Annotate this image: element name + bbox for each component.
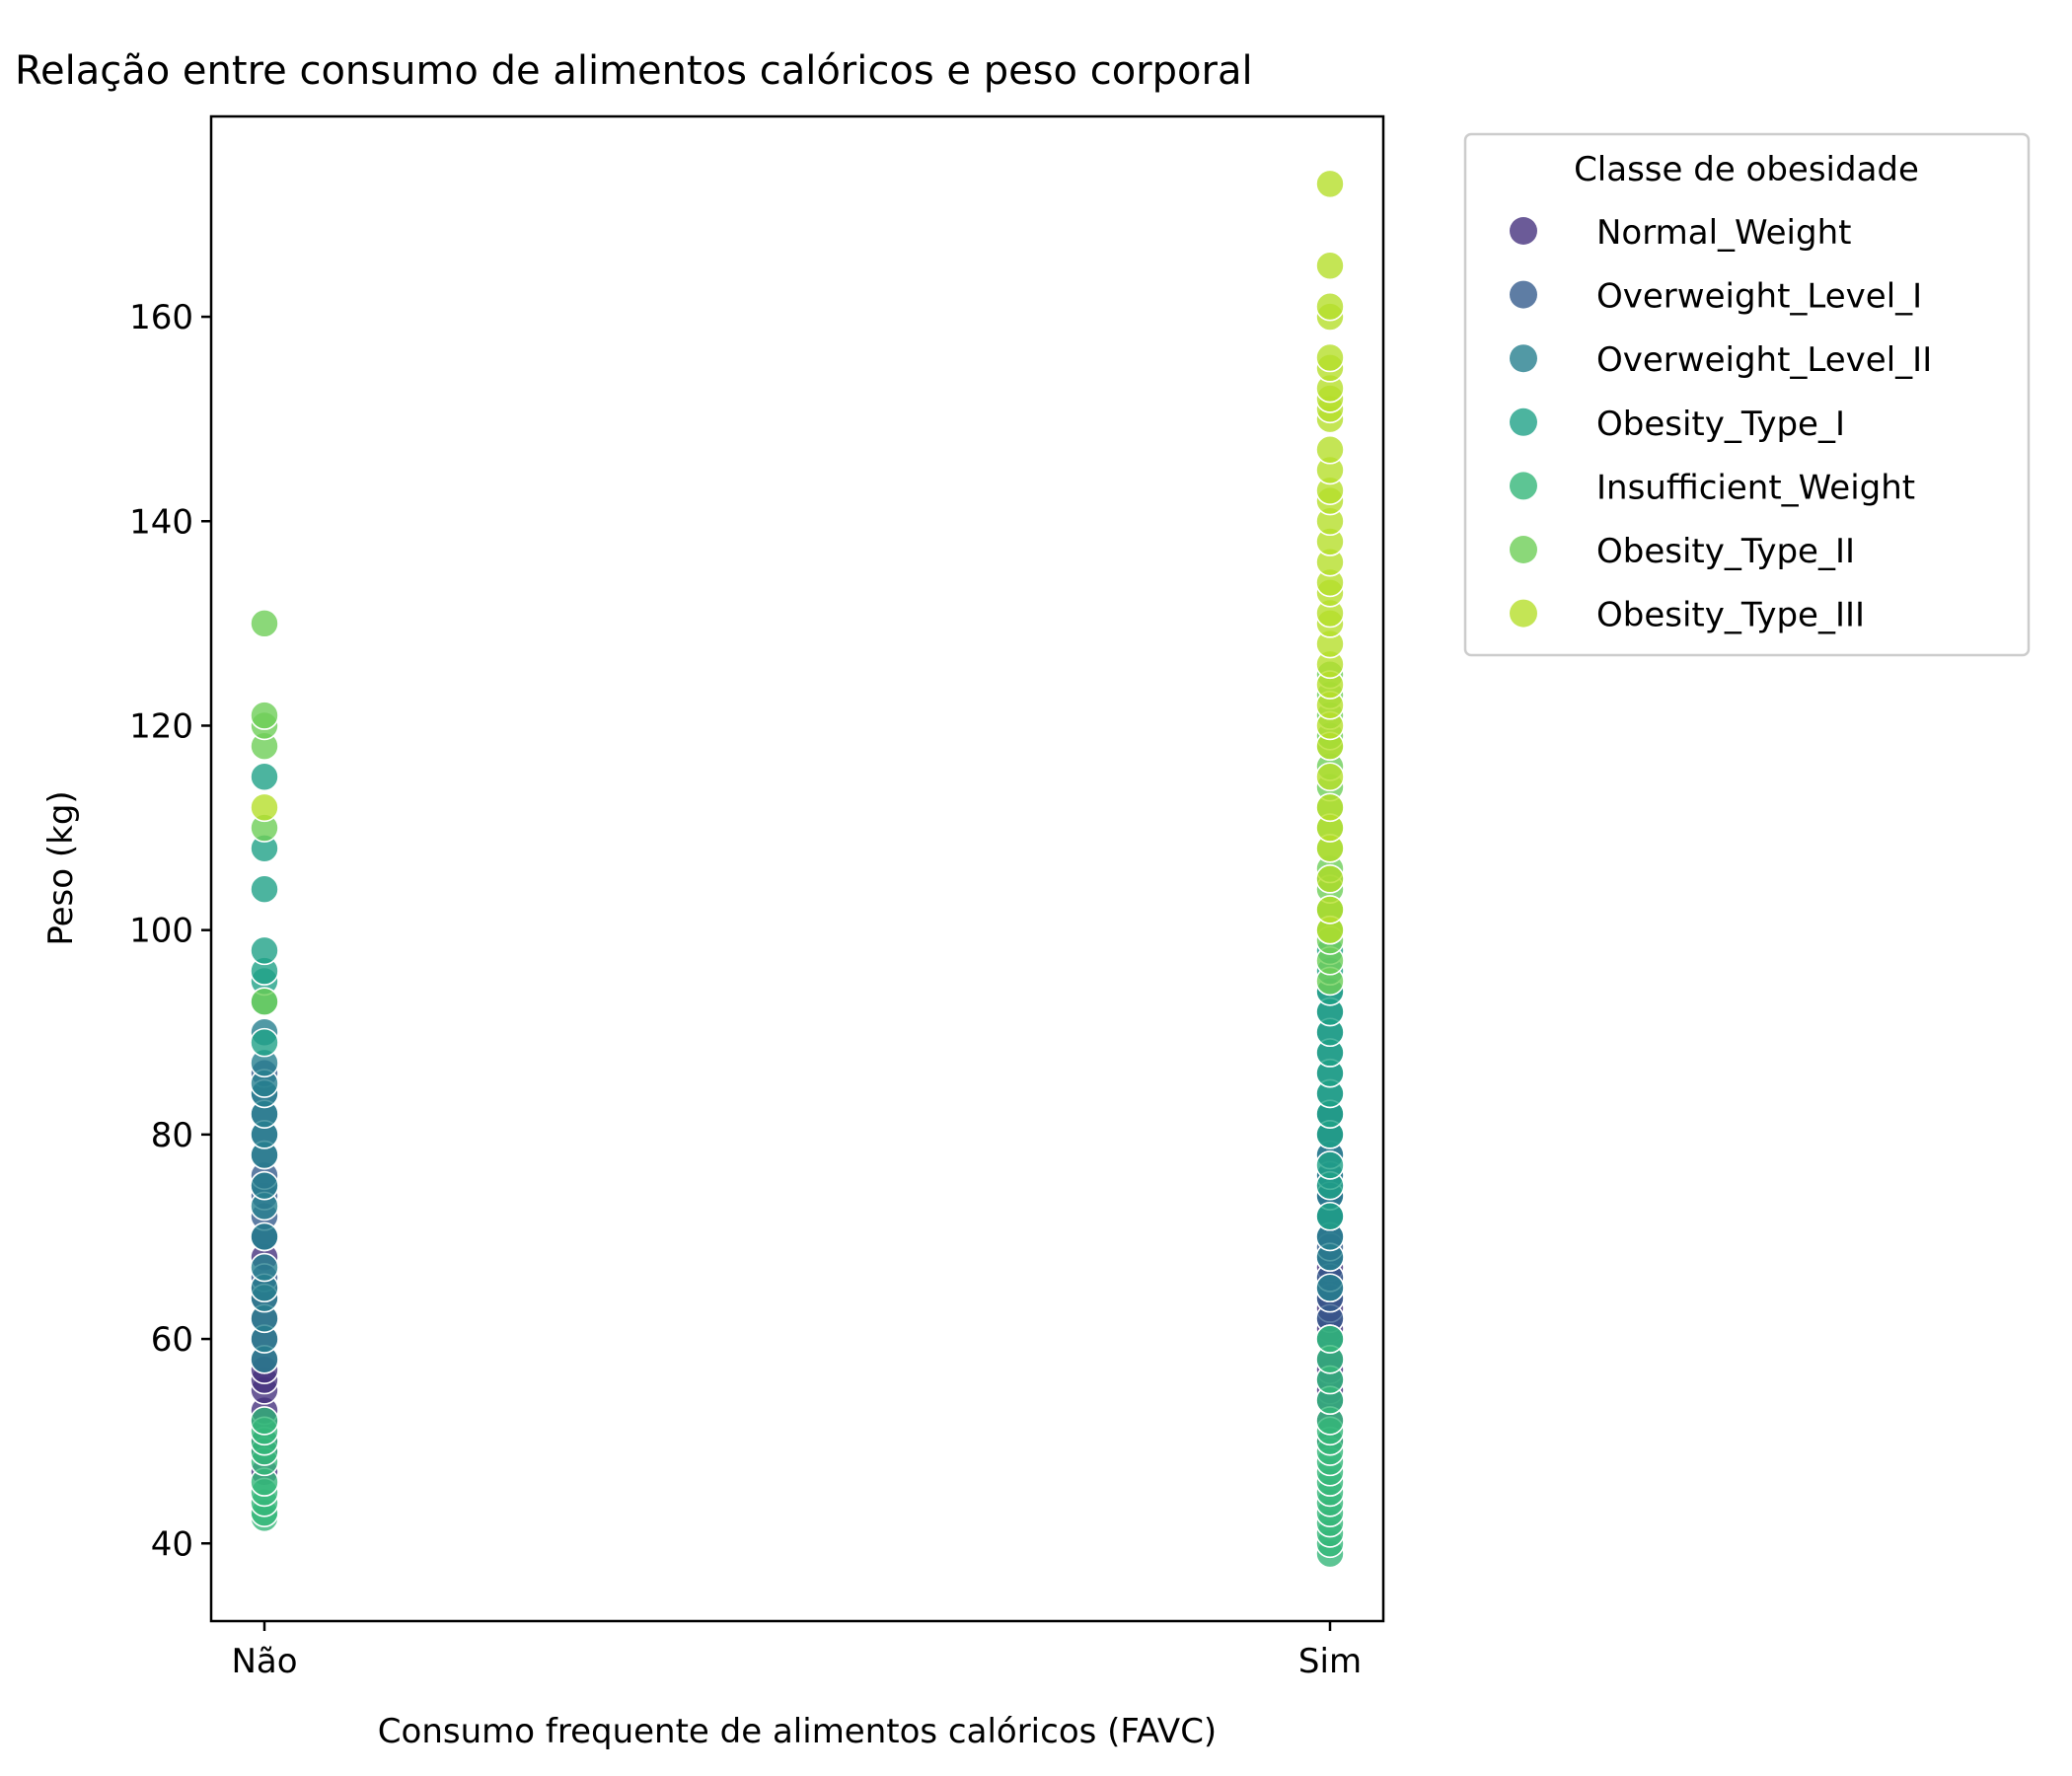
data-point [1315, 1273, 1345, 1303]
legend-marker [1510, 280, 1537, 309]
y-tick-label: 40 [151, 1524, 193, 1564]
data-point [1315, 251, 1345, 281]
data-point [250, 1027, 279, 1058]
y-tick-label: 80 [151, 1116, 193, 1155]
y-tick-label: 160 [129, 298, 193, 337]
data-point [250, 701, 279, 730]
x-axis: Não Sim [231, 1621, 1362, 1681]
legend-label: Insufficient_Weight [1596, 468, 1915, 507]
data-point [250, 935, 279, 966]
data-point [250, 874, 279, 905]
data-point [1315, 792, 1345, 823]
data-point [1315, 169, 1345, 199]
legend-label: Overweight_Level_I [1596, 277, 1922, 317]
data-point [250, 1252, 279, 1283]
x-axis-label: Consumo frequente de alimentos calóricos… [378, 1712, 1217, 1751]
legend-label: Obesity_Type_II [1596, 532, 1855, 571]
legend-marker [1510, 599, 1537, 628]
data-point [1315, 1201, 1345, 1231]
plot-frame [209, 114, 1385, 1623]
data-point [1315, 1150, 1345, 1180]
legend: Classe de obesidade Normal_Weight Overwei… [1463, 132, 2031, 657]
legend-marker [1510, 217, 1537, 245]
data-point [250, 792, 279, 823]
legend-label: Normal_Weight [1596, 213, 1851, 253]
data-point [1315, 1324, 1345, 1354]
x-tick-label: Sim [1298, 1642, 1362, 1681]
data-point [250, 762, 279, 792]
legend-title: Classe de obesidade [1574, 150, 1919, 189]
data-point [1315, 895, 1345, 925]
legend-marker [1510, 472, 1537, 500]
data-point [1315, 762, 1345, 792]
legend-frame [1463, 132, 2031, 657]
legend-label: Obesity_Type_III [1596, 596, 1865, 635]
y-tick-label: 120 [129, 706, 193, 746]
legend-items: Normal_Weight Overweight_Level_I Overweigh… [1510, 213, 1932, 635]
legend-marker [1510, 344, 1537, 373]
x-tick-label: Não [231, 1642, 297, 1681]
legend-marker [1510, 407, 1537, 436]
data-point [250, 1221, 279, 1252]
data-point [250, 987, 279, 1016]
data-point [1315, 291, 1345, 322]
y-tick-label: 60 [151, 1320, 193, 1360]
legend-label: Obesity_Type_I [1596, 405, 1845, 444]
legend-marker [1510, 536, 1537, 563]
legend-label: Overweight_Level_II [1596, 340, 1932, 380]
chart-title: Relação entre consumo de alimentos calór… [15, 48, 1253, 94]
data-point [250, 1406, 279, 1436]
data-point [1315, 434, 1345, 465]
y-tick-label: 140 [129, 502, 193, 542]
y-tick-label: 100 [129, 912, 193, 951]
y-axis-label: Peso (kg) [41, 790, 81, 945]
y-axis: 40 60 80 100 120 140 160 [129, 298, 211, 1564]
data-point [1315, 342, 1345, 373]
data-point [1315, 864, 1345, 894]
points-layer [250, 169, 1345, 1569]
data-point [250, 609, 279, 638]
data-point [250, 1170, 279, 1201]
